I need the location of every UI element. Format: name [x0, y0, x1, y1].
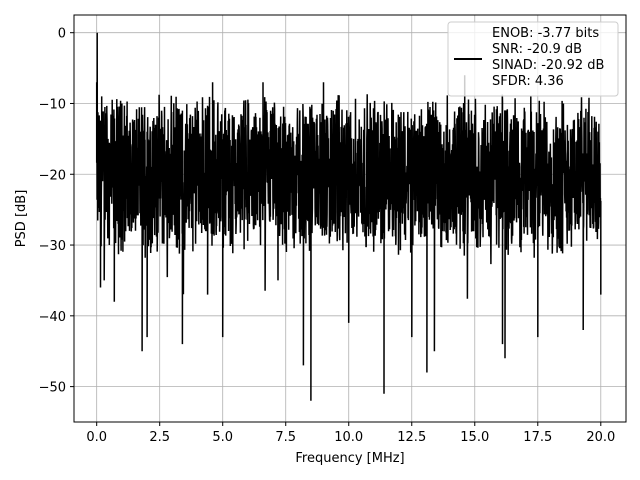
x-ticks: 0.0 2.5 5.0 7.5 10.0 12.5 15.0 17.5 20.0 — [86, 422, 615, 445]
psd-series-line — [95, 32, 602, 401]
psd-trace — [95, 32, 602, 401]
x-tick-label: 0.0 — [86, 430, 107, 445]
y-tick-label: −10 — [39, 97, 66, 112]
y-ticks: 0 −10 −20 −30 −40 −50 — [39, 27, 74, 396]
legend-entry-sfdr: SFDR: 4.36 — [492, 74, 564, 89]
legend: ENOB: -3.77 bits SNR: -20.9 dB SINAD: -2… — [447, 21, 619, 97]
x-tick-label: 7.5 — [275, 430, 296, 445]
legend-entry-enob: ENOB: -3.77 bits — [492, 26, 599, 41]
y-tick-label: −40 — [39, 310, 66, 325]
legend-entry-sinad: SINAD: -20.92 dB — [492, 58, 604, 73]
legend-entry-snr: SNR: -20.9 dB — [492, 42, 582, 57]
x-tick-label: 10.0 — [334, 430, 363, 445]
plot-frame — [73, 14, 627, 423]
x-tick-label: 20.0 — [586, 430, 615, 445]
legend-box — [447, 21, 619, 97]
x-axis-label: Frequency [MHz] — [295, 451, 404, 466]
y-tick-label: 0 — [58, 27, 66, 42]
x-tick-label: 15.0 — [460, 430, 489, 445]
y-tick-label: −20 — [39, 168, 66, 183]
x-tick-label: 17.5 — [523, 430, 552, 445]
x-tick-label: 2.5 — [149, 430, 170, 445]
y-tick-label: −30 — [39, 239, 66, 254]
y-axis-label: PSD [dB] — [14, 190, 29, 248]
x-tick-label: 12.5 — [397, 430, 426, 445]
x-tick-label: 5.0 — [212, 430, 233, 445]
y-tick-label: −50 — [39, 381, 66, 396]
